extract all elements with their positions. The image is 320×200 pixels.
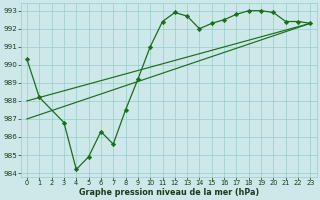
X-axis label: Graphe pression niveau de la mer (hPa): Graphe pression niveau de la mer (hPa) (78, 188, 259, 197)
